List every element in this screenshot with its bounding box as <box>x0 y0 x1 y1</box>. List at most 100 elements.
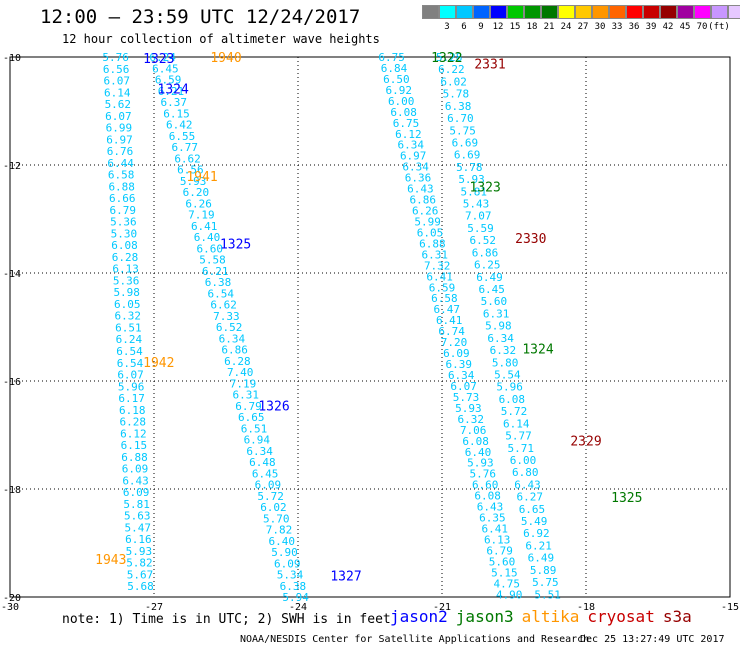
swh-value: 6.51 <box>241 422 268 435</box>
swh-value: 6.88 <box>419 237 446 250</box>
swh-value: 6.58 <box>431 292 458 305</box>
swh-value: 6.54 <box>116 345 143 358</box>
swh-value: 6.34 <box>448 369 475 382</box>
swh-value: 6.08 <box>111 239 138 252</box>
swh-value: 6.15 <box>121 439 148 452</box>
swh-value: 6.40 <box>269 535 296 548</box>
pass-number-label: 2331 <box>474 57 505 72</box>
swh-value: 5.67 <box>127 568 154 581</box>
swh-value: 6.86 <box>472 246 499 259</box>
swh-value: 4.90 <box>496 588 523 601</box>
swh-value: 5.76 <box>470 468 497 481</box>
swh-value: 6.31 <box>232 389 259 402</box>
colorbar-swatch <box>473 5 490 19</box>
swh-value: 6.88 <box>108 180 135 193</box>
pass-number-label: 1327 <box>330 569 361 584</box>
y-tick-label: -12 <box>3 161 21 172</box>
swh-value: 7.19 <box>230 377 257 390</box>
swh-value: 6.00 <box>388 95 415 108</box>
colorbar-tick-label: 33 <box>611 22 623 32</box>
swh-value: 5.68 <box>127 580 154 593</box>
swh-value: 7.82 <box>266 524 293 537</box>
swh-value: 5.62 <box>105 98 132 111</box>
swh-value: 6.07 <box>103 75 130 88</box>
swh-value: 6.65 <box>519 503 546 516</box>
swh-value: 6.84 <box>381 62 408 75</box>
legend-entry-jason3: jason3 <box>455 607 514 626</box>
swh-value: 6.34 <box>402 161 429 174</box>
swh-value: 6.21 <box>525 539 552 552</box>
swh-value: 6.34 <box>487 332 514 345</box>
swh-value: 5.71 <box>508 442 535 455</box>
swh-value: 5.70 <box>263 512 290 525</box>
swh-value: 6.05 <box>417 226 444 239</box>
swh-value: 5.36 <box>113 274 140 287</box>
swh-value: 5.59 <box>467 222 494 235</box>
swh-value: 6.24 <box>149 51 176 64</box>
swh-value: 6.45 <box>152 62 179 75</box>
colorbar-swatch <box>422 5 439 19</box>
swh-value: 6.17 <box>118 392 145 405</box>
swh-value: 5.94 <box>282 591 309 604</box>
swh-value: 6.52 <box>469 234 496 247</box>
swh-value: 5.15 <box>491 566 518 579</box>
colorbar-swatch <box>592 5 609 19</box>
swh-value: 6.77 <box>172 141 199 154</box>
colorbar-ticks: 3 6 9 12 15 18 21 24 27 30 33 36 39 42 45 70 (ft) <box>422 22 740 36</box>
swh-value: 6.35 <box>479 512 506 525</box>
swh-value: 6.34 <box>219 332 246 345</box>
pass-number-label: 1323 <box>470 181 501 196</box>
swh-value: 5.72 <box>501 405 528 418</box>
swh-value: 6.13 <box>484 533 511 546</box>
swh-value: 6.05 <box>114 298 141 311</box>
swh-value: 6.56 <box>103 63 130 76</box>
legend-entry-cryosat: cryosat <box>587 607 655 626</box>
swh-value: 5.82 <box>126 557 153 570</box>
legend-entry-jason2: jason2 <box>390 607 448 626</box>
swh-value: 6.41 <box>426 270 453 283</box>
swh-value: 6.49 <box>476 271 503 284</box>
colorbar-tick-label: 70 <box>696 22 708 32</box>
swh-value: 6.41 <box>436 314 463 327</box>
colorbar-swatch <box>507 5 524 19</box>
swh-value: 6.70 <box>447 112 474 125</box>
swh-value: 6.41 <box>191 220 218 233</box>
swh-value: 6.07 <box>117 369 144 382</box>
legend-entry-s3a: s3a <box>662 607 692 626</box>
colorbar-swatch <box>439 5 456 19</box>
swh-value: 7.19 <box>188 209 215 222</box>
pass-number-label: 1323 <box>143 52 174 67</box>
colorbar-tick-label: 36 <box>628 22 640 32</box>
swh-value: 5.28 <box>436 51 463 64</box>
swh-value: 6.43 <box>122 474 149 487</box>
swh-value: 4.75 <box>494 577 521 590</box>
swh-value: 5.90 <box>271 546 298 559</box>
pass-number-label: 1943 <box>95 553 126 568</box>
y-tick-label: -10 <box>3 53 21 64</box>
swh-value: 5.80 <box>492 356 519 369</box>
swh-value: 6.38 <box>445 100 472 113</box>
pass-number-label: 1324 <box>158 82 189 97</box>
chart-subtitle: 12 hour collection of altimeter wave hei… <box>62 32 380 46</box>
swh-value: 6.39 <box>446 358 473 371</box>
pass-number-label: 1324 <box>522 343 553 358</box>
swh-value: 6.09 <box>122 463 149 476</box>
swh-value: 6.32 <box>490 344 517 357</box>
swh-value: 6.38 <box>280 580 307 593</box>
swh-value: 6.92 <box>523 527 550 540</box>
swh-value: 6.07 <box>450 380 477 393</box>
swh-value: 6.36 <box>405 172 432 185</box>
pass-number-label: 1941 <box>186 170 217 185</box>
swh-value: 5.58 <box>199 254 226 267</box>
colorbar-tick-label: 39 <box>645 22 657 32</box>
swh-value: 6.31 <box>483 307 510 320</box>
swh-value: 6.00 <box>510 454 537 467</box>
swh-value: 5.63 <box>124 510 151 523</box>
swh-value: 6.18 <box>119 404 146 417</box>
swh-value: 5.96 <box>118 380 145 393</box>
swh-value: 6.28 <box>120 416 147 429</box>
colorbar-swatch <box>558 5 575 19</box>
swh-value: 5.72 <box>257 490 284 503</box>
swh-value: 5.96 <box>496 381 523 394</box>
legend-entry-altika: altika <box>521 607 580 626</box>
